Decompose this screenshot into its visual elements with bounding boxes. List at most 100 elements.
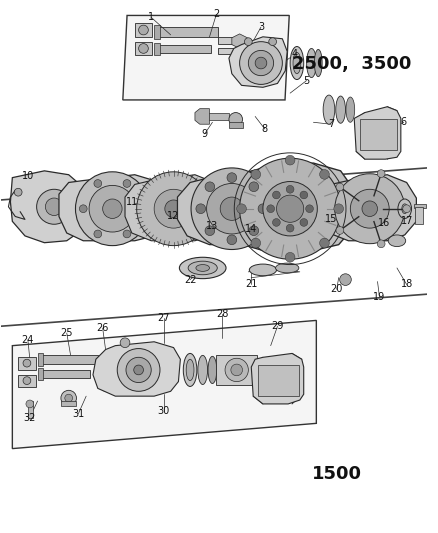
Text: 27: 27 — [157, 313, 170, 324]
Circle shape — [333, 204, 343, 214]
Bar — [228, 122, 242, 128]
Ellipse shape — [322, 95, 334, 124]
Bar — [134, 42, 152, 55]
Circle shape — [79, 205, 87, 213]
Circle shape — [286, 185, 293, 193]
Circle shape — [266, 205, 274, 213]
Circle shape — [230, 364, 242, 376]
Circle shape — [254, 57, 266, 69]
Text: 25: 25 — [60, 328, 73, 338]
Text: 6: 6 — [400, 117, 406, 127]
Circle shape — [248, 226, 258, 236]
Ellipse shape — [188, 261, 217, 274]
Ellipse shape — [179, 257, 226, 279]
Bar — [218, 37, 239, 44]
Bar — [18, 357, 35, 370]
Circle shape — [258, 204, 267, 214]
Polygon shape — [123, 15, 289, 100]
Circle shape — [26, 400, 34, 408]
Circle shape — [228, 112, 242, 126]
Circle shape — [239, 158, 340, 259]
Text: 7: 7 — [327, 119, 333, 129]
Circle shape — [205, 182, 214, 191]
Ellipse shape — [397, 199, 410, 219]
Circle shape — [286, 224, 293, 232]
Circle shape — [102, 199, 122, 219]
Ellipse shape — [306, 49, 316, 78]
Circle shape — [272, 219, 279, 227]
Circle shape — [276, 195, 303, 222]
Bar — [218, 49, 233, 54]
Circle shape — [138, 205, 145, 213]
Ellipse shape — [186, 359, 194, 381]
Bar — [18, 375, 35, 387]
Polygon shape — [353, 107, 400, 159]
Circle shape — [402, 205, 410, 213]
Bar — [59, 198, 369, 215]
Circle shape — [319, 238, 328, 248]
Circle shape — [23, 359, 31, 367]
Polygon shape — [251, 353, 303, 404]
Bar — [216, 356, 257, 384]
Text: 17: 17 — [399, 216, 412, 227]
Circle shape — [206, 183, 257, 234]
Ellipse shape — [198, 356, 207, 384]
Text: 19: 19 — [372, 292, 385, 302]
Circle shape — [299, 191, 307, 199]
Bar — [154, 25, 159, 39]
Polygon shape — [12, 320, 316, 449]
Text: 15: 15 — [324, 214, 336, 224]
Polygon shape — [228, 37, 286, 87]
Circle shape — [126, 357, 151, 383]
Circle shape — [65, 394, 72, 402]
Polygon shape — [93, 342, 180, 396]
Text: 9: 9 — [201, 129, 207, 139]
Circle shape — [299, 219, 307, 227]
Text: 28: 28 — [215, 309, 228, 319]
Circle shape — [244, 38, 252, 45]
Text: 12: 12 — [167, 212, 179, 222]
Text: 24: 24 — [21, 335, 34, 345]
Circle shape — [239, 42, 282, 84]
Text: 4: 4 — [291, 49, 297, 59]
Ellipse shape — [183, 353, 196, 386]
Circle shape — [272, 191, 279, 199]
Text: 2500,  3500: 2500, 3500 — [291, 55, 410, 73]
Bar — [28, 401, 33, 418]
Circle shape — [205, 226, 214, 236]
Circle shape — [138, 44, 148, 53]
Circle shape — [138, 25, 148, 35]
Circle shape — [285, 155, 294, 165]
Circle shape — [14, 188, 22, 196]
Circle shape — [195, 204, 205, 214]
Circle shape — [100, 352, 110, 362]
Polygon shape — [223, 163, 351, 251]
Bar — [109, 375, 117, 382]
Bar — [61, 401, 76, 406]
Bar — [134, 23, 152, 37]
Circle shape — [45, 198, 63, 215]
Ellipse shape — [249, 264, 276, 276]
Circle shape — [285, 253, 294, 262]
Circle shape — [23, 377, 31, 384]
Circle shape — [334, 174, 404, 244]
Bar — [158, 27, 218, 37]
Circle shape — [36, 189, 71, 224]
Circle shape — [376, 240, 384, 248]
Circle shape — [61, 390, 76, 406]
Bar — [41, 370, 90, 378]
Circle shape — [120, 338, 130, 348]
Circle shape — [75, 172, 149, 246]
Ellipse shape — [335, 96, 345, 123]
Ellipse shape — [314, 50, 321, 77]
Bar — [109, 359, 117, 366]
Text: 2: 2 — [213, 10, 219, 20]
Ellipse shape — [345, 97, 354, 122]
Text: 10: 10 — [22, 171, 34, 181]
Bar — [41, 356, 98, 364]
Text: 26: 26 — [96, 323, 109, 333]
Ellipse shape — [195, 264, 209, 271]
Text: 16: 16 — [378, 219, 389, 228]
Polygon shape — [125, 175, 222, 241]
Bar — [98, 411, 238, 422]
